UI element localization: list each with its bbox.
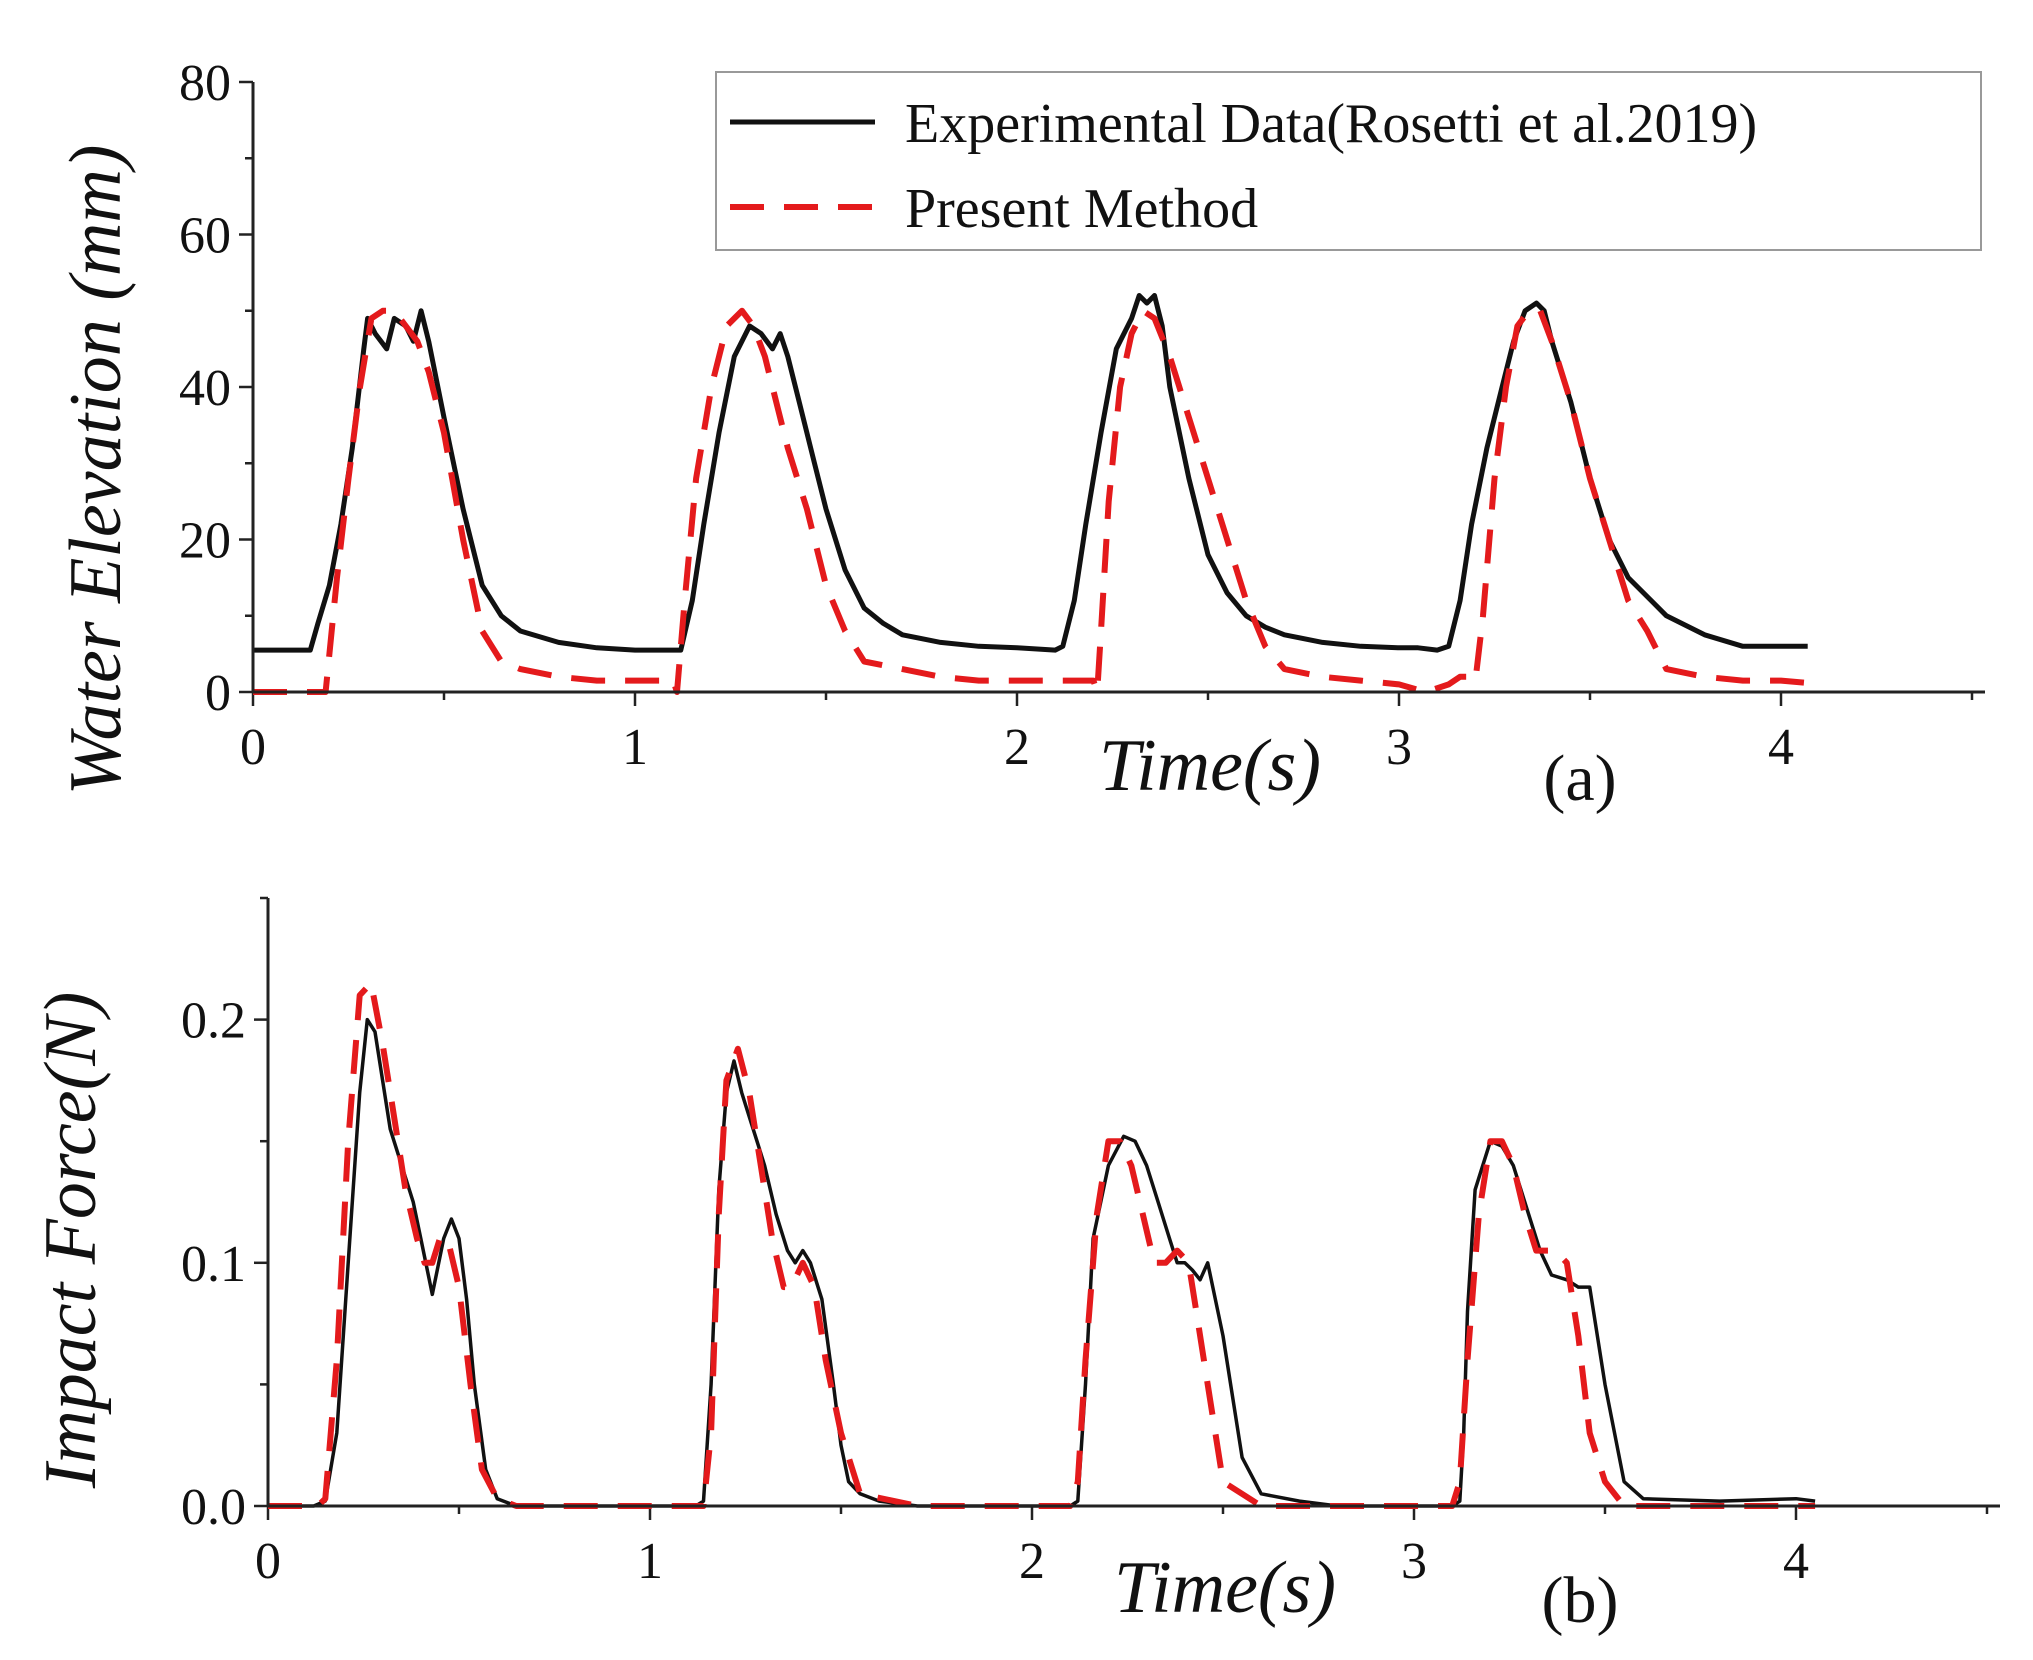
panel-a-series bbox=[253, 293, 1808, 695]
panel-b-x-tick-label: 1 bbox=[637, 1533, 663, 1590]
panel-a-y-tick-label: 80 bbox=[179, 55, 231, 112]
legend-label-present: Present Method bbox=[905, 178, 1258, 240]
legend-box bbox=[715, 71, 1982, 251]
panel-b-y-tick-label: 0.2 bbox=[181, 993, 246, 1050]
panel-b-x-tick-label: 0 bbox=[255, 1533, 281, 1590]
panel-a-y-tick-label: 0 bbox=[205, 665, 231, 722]
panel-a-x-tick-label: 2 bbox=[1004, 719, 1030, 776]
panel-a-x-tick-label: 4 bbox=[1768, 719, 1794, 776]
panel-b-series-present-method bbox=[268, 980, 1816, 1509]
panel-b-y-axis-title: Impact Force(N) bbox=[30, 992, 112, 1490]
panel-a-x-tick-label: 3 bbox=[1386, 719, 1412, 776]
legend: Experimental Data(Rosetti et al.2019) Pr… bbox=[715, 71, 1982, 251]
panel-b-series bbox=[268, 980, 1816, 1509]
legend-label-experimental: Experimental Data(Rosetti et al.2019) bbox=[905, 93, 1757, 155]
panel-a-y-tick-label: 60 bbox=[179, 208, 231, 265]
panel-a-x-tick-label: 0 bbox=[240, 719, 266, 776]
panel-b-axes bbox=[266, 898, 2000, 1508]
panel-b-impact-force: 0 1 2 3 4 0.0 0.1 0.2 Impact Force(N) Time(s) (… bbox=[30, 896, 2000, 1637]
panel-a-axes bbox=[251, 82, 1985, 694]
panel-a-x-axis-title: Time(s) bbox=[1099, 725, 1321, 807]
panel-a-series-experimental bbox=[253, 293, 1808, 653]
panel-b-x-tick-label: 2 bbox=[1019, 1533, 1045, 1590]
panel-b-tick-labels: 0 1 2 3 4 0.0 0.1 0.2 bbox=[181, 993, 1809, 1590]
panel-b-x-tick-label: 3 bbox=[1401, 1533, 1427, 1590]
panel-a-y-axis-title: Water Elevation (mm) bbox=[55, 145, 137, 796]
panel-a-tag: (a) bbox=[1543, 742, 1616, 815]
panel-a-y-tick-label: 40 bbox=[179, 360, 231, 417]
panel-b-y-tick-label: 0.1 bbox=[181, 1236, 246, 1293]
panel-b-x-axis-title: Time(s) bbox=[1114, 1547, 1336, 1629]
panel-a-series-present-method bbox=[253, 307, 1808, 695]
panel-a-y-tick-label: 20 bbox=[179, 513, 231, 570]
panel-a-x-tick-label: 1 bbox=[622, 719, 648, 776]
panel-b-series-experimental bbox=[268, 1017, 1816, 1508]
panel-b-y-tick-label: 0.0 bbox=[181, 1479, 246, 1536]
panel-b-x-tick-label: 4 bbox=[1783, 1533, 1809, 1590]
panel-b-tag: (b) bbox=[1542, 1564, 1619, 1637]
